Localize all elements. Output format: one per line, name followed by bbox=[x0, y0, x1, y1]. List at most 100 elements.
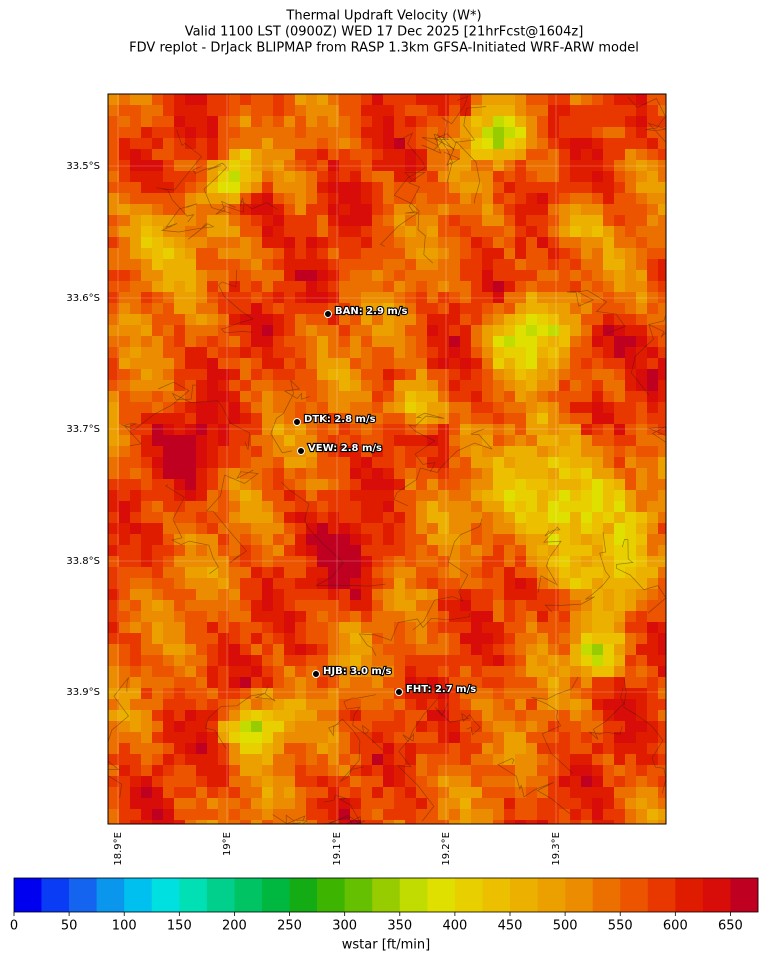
map-cell bbox=[625, 633, 636, 644]
map-cell bbox=[647, 248, 658, 259]
map-cell bbox=[306, 567, 317, 578]
map-cell bbox=[284, 270, 295, 281]
map-cell bbox=[185, 479, 196, 490]
map-cell bbox=[196, 512, 207, 523]
map-cell bbox=[339, 226, 350, 237]
map-cell bbox=[185, 237, 196, 248]
map-cell bbox=[658, 556, 666, 567]
map-cell bbox=[328, 347, 339, 358]
map-cell bbox=[603, 611, 614, 622]
map-cell bbox=[603, 809, 614, 820]
map-cell bbox=[207, 798, 218, 809]
map-cell bbox=[306, 424, 317, 435]
map-cell bbox=[449, 688, 460, 699]
map-cell bbox=[262, 545, 273, 556]
map-cell bbox=[460, 534, 471, 545]
map-cell bbox=[526, 303, 537, 314]
map-cell bbox=[416, 633, 427, 644]
map-cell bbox=[306, 765, 317, 776]
map-cell bbox=[471, 160, 482, 171]
map-cell bbox=[207, 435, 218, 446]
map-cell bbox=[339, 94, 350, 105]
map-cell bbox=[152, 479, 163, 490]
map-cell bbox=[130, 215, 141, 226]
map-cell bbox=[592, 578, 603, 589]
map-cell bbox=[394, 116, 405, 127]
map-cell bbox=[614, 325, 625, 336]
map-cell bbox=[141, 600, 152, 611]
map-cell bbox=[427, 226, 438, 237]
map-cell bbox=[647, 776, 658, 787]
map-cell bbox=[130, 281, 141, 292]
map-cell bbox=[350, 787, 361, 798]
map-cell bbox=[251, 644, 262, 655]
map-cell bbox=[229, 127, 240, 138]
map-cell bbox=[427, 204, 438, 215]
map-cell bbox=[581, 479, 592, 490]
map-cell bbox=[614, 776, 625, 787]
map-cell bbox=[427, 578, 438, 589]
map-cell bbox=[141, 567, 152, 578]
map-cell bbox=[438, 457, 449, 468]
map-cell bbox=[240, 787, 251, 798]
map-cell bbox=[394, 743, 405, 754]
map-cell bbox=[493, 578, 504, 589]
map-cell bbox=[482, 655, 493, 666]
map-cell bbox=[504, 391, 515, 402]
map-cell bbox=[130, 644, 141, 655]
map-cell bbox=[229, 732, 240, 743]
map-cell bbox=[592, 820, 603, 824]
colorbar-cell bbox=[454, 878, 483, 912]
map-cell bbox=[284, 809, 295, 820]
map-cell bbox=[581, 215, 592, 226]
map-cell bbox=[570, 490, 581, 501]
map-cell bbox=[603, 215, 614, 226]
map-cell bbox=[317, 743, 328, 754]
map-cell bbox=[548, 776, 559, 787]
map-cell bbox=[493, 116, 504, 127]
map-cell bbox=[427, 303, 438, 314]
map-cell bbox=[284, 468, 295, 479]
map-cell bbox=[537, 358, 548, 369]
map-cell bbox=[449, 215, 460, 226]
map-cell bbox=[207, 820, 218, 824]
map-cell bbox=[361, 798, 372, 809]
map-cell bbox=[405, 490, 416, 501]
map-cell bbox=[647, 523, 658, 534]
map-cell bbox=[163, 523, 174, 534]
map-cell bbox=[603, 512, 614, 523]
map-cell bbox=[460, 666, 471, 677]
map-cell bbox=[328, 545, 339, 556]
map-cell bbox=[141, 105, 152, 116]
map-cell bbox=[504, 358, 515, 369]
map-cell bbox=[460, 259, 471, 270]
map-cell bbox=[218, 402, 229, 413]
map-cell bbox=[372, 732, 383, 743]
map-cell bbox=[658, 270, 666, 281]
map-cell bbox=[559, 710, 570, 721]
map-cell bbox=[603, 578, 614, 589]
map-cell bbox=[163, 501, 174, 512]
map-cell bbox=[383, 259, 394, 270]
map-cell bbox=[361, 589, 372, 600]
map-cell bbox=[207, 237, 218, 248]
map-cell bbox=[515, 204, 526, 215]
map-cell bbox=[471, 809, 482, 820]
map-cell bbox=[152, 743, 163, 754]
map-cell bbox=[471, 226, 482, 237]
map-cell bbox=[438, 127, 449, 138]
map-cell bbox=[504, 688, 515, 699]
map-cell bbox=[427, 622, 438, 633]
map-cell bbox=[207, 215, 218, 226]
map-cell bbox=[438, 435, 449, 446]
map-cell bbox=[130, 138, 141, 149]
map-cell bbox=[185, 446, 196, 457]
map-cell bbox=[240, 171, 251, 182]
map-cell bbox=[504, 567, 515, 578]
map-cell bbox=[262, 116, 273, 127]
map-cell bbox=[394, 600, 405, 611]
map-cell bbox=[647, 94, 658, 105]
map-cell bbox=[449, 314, 460, 325]
map-cell bbox=[372, 677, 383, 688]
map-cell bbox=[262, 292, 273, 303]
